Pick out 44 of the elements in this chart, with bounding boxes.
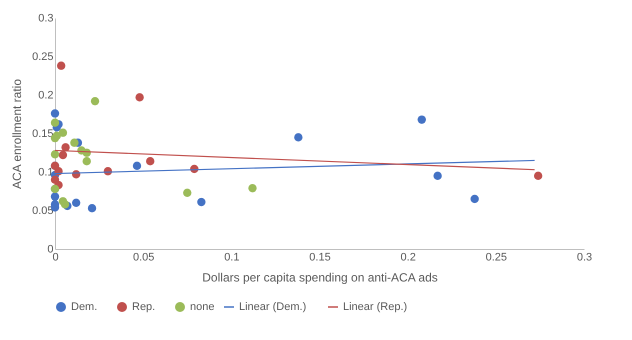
y-tick-label: 0.25 (32, 51, 54, 63)
y-tick-label: 0.05 (32, 205, 54, 217)
x-tick-label: 0.15 (309, 252, 331, 264)
point (470, 194, 479, 204)
point (50, 192, 60, 201)
point (534, 172, 542, 180)
point (197, 198, 206, 206)
point (58, 128, 68, 137)
point (294, 133, 303, 142)
point (248, 184, 257, 192)
point (50, 109, 60, 118)
x-tick-label: 0.05 (132, 252, 154, 264)
x-tick-label: 0.3 (576, 252, 592, 264)
x-tick-label: 0.2 (400, 252, 416, 264)
x-tick-label: 0.25 (486, 252, 508, 264)
point (56, 62, 66, 70)
legend-label: Linear (Dem.) (239, 301, 306, 313)
point (50, 150, 60, 158)
point (82, 157, 91, 166)
y-tick-label: 0.15 (32, 128, 54, 140)
y-tick-label: 0.2 (38, 90, 54, 102)
point (58, 150, 68, 160)
point (60, 200, 70, 209)
point (70, 138, 79, 147)
point (72, 198, 80, 207)
point (90, 96, 100, 106)
point (183, 188, 192, 197)
point (146, 157, 154, 166)
point (433, 172, 442, 180)
x-axis-title: Dollars per capita spending on anti-ACA ads (202, 270, 438, 284)
legend-label: Linear (Rep.) (343, 301, 408, 313)
point (52, 132, 61, 140)
y-tick-label: 0.3 (38, 12, 54, 24)
point (418, 115, 426, 124)
legend-label: Rep. (132, 301, 156, 313)
y-axis-title: ACA enrollment ratio (10, 78, 24, 190)
point (135, 93, 144, 102)
point (50, 118, 60, 127)
point (132, 162, 142, 170)
point (88, 204, 96, 212)
legend-label: Dem. (71, 301, 98, 313)
legend-label: none (190, 301, 214, 313)
x-tick-label: 0.1 (224, 252, 240, 264)
y-tick-label: 0 (47, 244, 54, 256)
